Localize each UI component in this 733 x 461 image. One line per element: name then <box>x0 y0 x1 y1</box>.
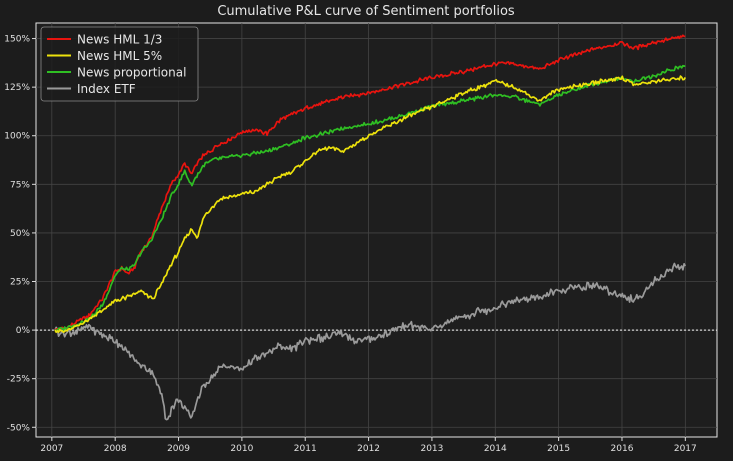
y-tick-label: -50% <box>7 423 31 433</box>
y-tick-label: 125% <box>4 83 30 93</box>
y-tick-label: -25% <box>7 375 31 385</box>
axis-layer: 2007 2008 2009 2010 2011 2012 2013 2014 2015 2016… <box>4 35 697 454</box>
x-tick-label: 2007 <box>40 444 63 454</box>
x-tick-label: 2010 <box>230 444 253 454</box>
series-line-3 <box>54 262 687 421</box>
y-tick-label: 25% <box>10 278 30 288</box>
legend: News HML 1/3 News HML 5% News proportional… <box>40 26 199 102</box>
series-line-1 <box>54 75 687 334</box>
legend-label-0: News HML 1/3 <box>77 33 162 47</box>
series-layer <box>54 34 687 421</box>
y-tick-label: 150% <box>4 35 30 45</box>
x-tick-label: 2015 <box>547 444 570 454</box>
legend-label-2: News proportional <box>77 66 186 80</box>
x-tick-label: 2017 <box>674 444 697 454</box>
legend-box <box>40 26 199 102</box>
x-tick-label: 2011 <box>294 444 317 454</box>
x-tick-label: 2012 <box>357 444 380 454</box>
y-tick-label: 0% <box>16 326 31 336</box>
legend-label-1: News HML 5% <box>77 49 162 63</box>
chart-title: Cumulative P&L curve of Sentiment portfo… <box>217 4 515 19</box>
x-tick-label: 2014 <box>484 444 507 454</box>
x-tick-label: 2008 <box>104 444 127 454</box>
x-tick-label: 2016 <box>611 444 634 454</box>
legend-label-3: Index ETF <box>77 82 136 96</box>
x-tick-label: 2013 <box>420 444 443 454</box>
y-tick-label: 50% <box>10 229 30 239</box>
series-line-2 <box>55 64 686 332</box>
y-tick-label: 100% <box>4 132 30 142</box>
series-line-0 <box>54 34 686 332</box>
y-tick-label: 75% <box>10 180 30 190</box>
x-tick-label: 2009 <box>167 444 190 454</box>
